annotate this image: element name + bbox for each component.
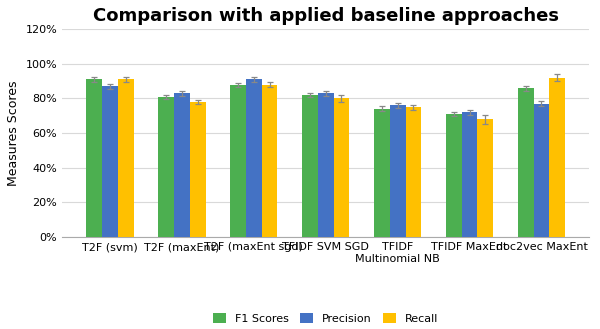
Bar — [550, 78, 565, 237]
Bar — [262, 85, 277, 237]
Bar — [518, 88, 533, 237]
Bar — [246, 79, 262, 237]
Bar — [190, 102, 206, 237]
Bar — [102, 87, 118, 237]
Y-axis label: Measures Scores: Measures Scores — [7, 80, 20, 186]
Bar — [158, 97, 174, 237]
Bar — [533, 104, 550, 237]
Bar — [86, 79, 102, 237]
Bar — [461, 112, 478, 237]
Bar — [446, 114, 461, 237]
Bar — [230, 85, 246, 237]
Bar — [478, 119, 493, 237]
Title: Comparison with applied baseline approaches: Comparison with applied baseline approac… — [92, 7, 559, 25]
Bar — [318, 93, 334, 237]
Bar — [389, 105, 406, 237]
Legend: F1 Scores, Precision, Recall: F1 Scores, Precision, Recall — [208, 309, 443, 328]
Bar — [334, 98, 349, 237]
Bar — [374, 109, 389, 237]
Bar — [174, 93, 190, 237]
Bar — [406, 107, 421, 237]
Bar — [302, 95, 318, 237]
Bar — [118, 79, 134, 237]
